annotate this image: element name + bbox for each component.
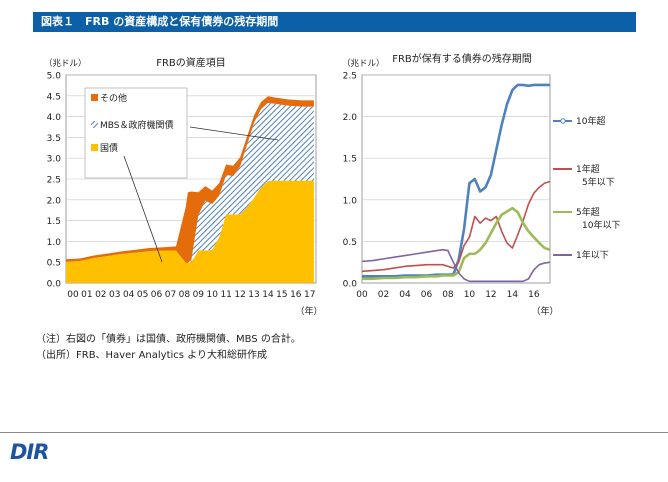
right-legend-label: 1年以下 bbox=[576, 249, 609, 261]
right-xtick-label: 12 bbox=[485, 290, 496, 300]
left-ylabel: （兆ドル） bbox=[44, 58, 87, 69]
left-xtick-label: 09 bbox=[193, 290, 205, 300]
footer-divider bbox=[0, 432, 668, 433]
dir-logo: DIR bbox=[10, 440, 49, 464]
left-xtick-label: 02 bbox=[95, 290, 106, 300]
left-legend bbox=[84, 87, 188, 179]
right-xtick-label: 16 bbox=[528, 290, 540, 300]
line-series-2 bbox=[362, 206, 551, 281]
left-ytick-label: 4.0 bbox=[47, 113, 62, 123]
left-xtick-label: 07 bbox=[165, 290, 176, 300]
right-xtick-label: 10 bbox=[464, 290, 476, 300]
right-ytick-label: 1.0 bbox=[343, 196, 358, 206]
right-plot-area bbox=[361, 74, 551, 284]
right-legend-label: 10年以下 bbox=[582, 219, 620, 231]
left-xtick-label: 13 bbox=[248, 290, 259, 300]
area-series-1 bbox=[66, 102, 314, 264]
right-xtick-label: 06 bbox=[421, 290, 433, 300]
left-xtick-label: 01 bbox=[81, 290, 92, 300]
right-xlabel: （年） bbox=[531, 305, 558, 317]
right-legend-marker bbox=[560, 118, 566, 124]
source-text: （出所）FRB、Haver Analytics より大和総研作成 bbox=[36, 350, 267, 361]
right-xtick-label: 00 bbox=[356, 290, 368, 300]
left-xtick-label: 10 bbox=[207, 290, 219, 300]
left-xtick-label: 06 bbox=[151, 290, 163, 300]
left-xtick-label: 11 bbox=[220, 290, 231, 300]
right-ytick-label: 0.0 bbox=[343, 280, 358, 290]
left-ytick-label: 0.0 bbox=[47, 280, 62, 290]
right-xtick-label: 02 bbox=[378, 290, 389, 300]
right-ytick-label: 1.5 bbox=[343, 155, 357, 165]
left-ytick-label: 5.0 bbox=[47, 72, 62, 82]
right-xtick-label: 14 bbox=[507, 290, 519, 300]
left-ytick-label: 3.0 bbox=[47, 155, 62, 165]
note-text: （注）右図の「債券」は国債、政府機関債、MBS の合計。 bbox=[36, 334, 301, 345]
left-ytick-label: 0.5 bbox=[47, 259, 61, 269]
left-xtick-label: 14 bbox=[262, 290, 274, 300]
right-chart-title: FRBが保有する債券の残存期間 bbox=[392, 52, 532, 65]
left-plot-area bbox=[65, 74, 317, 284]
left-xtick-label: 15 bbox=[276, 290, 287, 300]
left-xtick-label: 03 bbox=[109, 290, 120, 300]
left-xtick-label: 00 bbox=[67, 290, 79, 300]
right-legend-label: 10年超 bbox=[576, 115, 605, 127]
figure-title: 図表１ FRB の資産構成と保有債券の残存期間 bbox=[33, 12, 636, 32]
line-series-0 bbox=[362, 83, 550, 278]
left-ytick-label: 1.5 bbox=[47, 217, 61, 227]
right-ylabel: （兆ドル） bbox=[342, 58, 385, 69]
left-ytick-label: 4.5 bbox=[47, 92, 61, 102]
legend-label: その他 bbox=[100, 92, 127, 104]
left-xtick-label: 04 bbox=[123, 290, 135, 300]
area-series-2 bbox=[66, 96, 314, 264]
legend-swatch bbox=[91, 144, 98, 151]
right-ytick-label: 2.0 bbox=[343, 113, 358, 123]
left-ytick-label: 2.5 bbox=[47, 176, 61, 186]
leader-line-mbs bbox=[189, 126, 279, 141]
right-ytick-label: 2.5 bbox=[343, 72, 357, 82]
left-xlabel: （年） bbox=[295, 305, 322, 317]
area-series-0 bbox=[66, 180, 314, 283]
right-legend-label: 5年超 bbox=[576, 206, 600, 218]
left-xtick-label: 16 bbox=[290, 290, 302, 300]
left-xtick-label: 17 bbox=[304, 290, 315, 300]
right-xtick-label: 04 bbox=[399, 290, 411, 300]
left-ytick-label: 1.0 bbox=[47, 238, 62, 248]
right-legend-label: 1年超 bbox=[576, 163, 600, 175]
left-xtick-label: 05 bbox=[137, 290, 148, 300]
left-xtick-label: 12 bbox=[234, 290, 245, 300]
legend-swatch bbox=[91, 94, 98, 101]
left-chart-title: FRBの資産項目 bbox=[156, 56, 226, 69]
right-legend-label: 5年以下 bbox=[582, 176, 615, 188]
line-series-1 bbox=[361, 180, 551, 273]
right-ytick-label: 0.5 bbox=[343, 238, 357, 248]
left-ytick-label: 2.0 bbox=[47, 196, 62, 206]
legend-label: 国債 bbox=[100, 142, 118, 154]
left-xtick-label: 08 bbox=[179, 290, 191, 300]
leader-line-treasury bbox=[123, 155, 163, 263]
legend-label: MBS＆政府機関債 bbox=[100, 119, 174, 131]
legend-swatch bbox=[91, 121, 98, 128]
left-ytick-label: 3.5 bbox=[47, 134, 61, 144]
right-xtick-label: 08 bbox=[442, 290, 454, 300]
line-series-3 bbox=[361, 248, 551, 283]
